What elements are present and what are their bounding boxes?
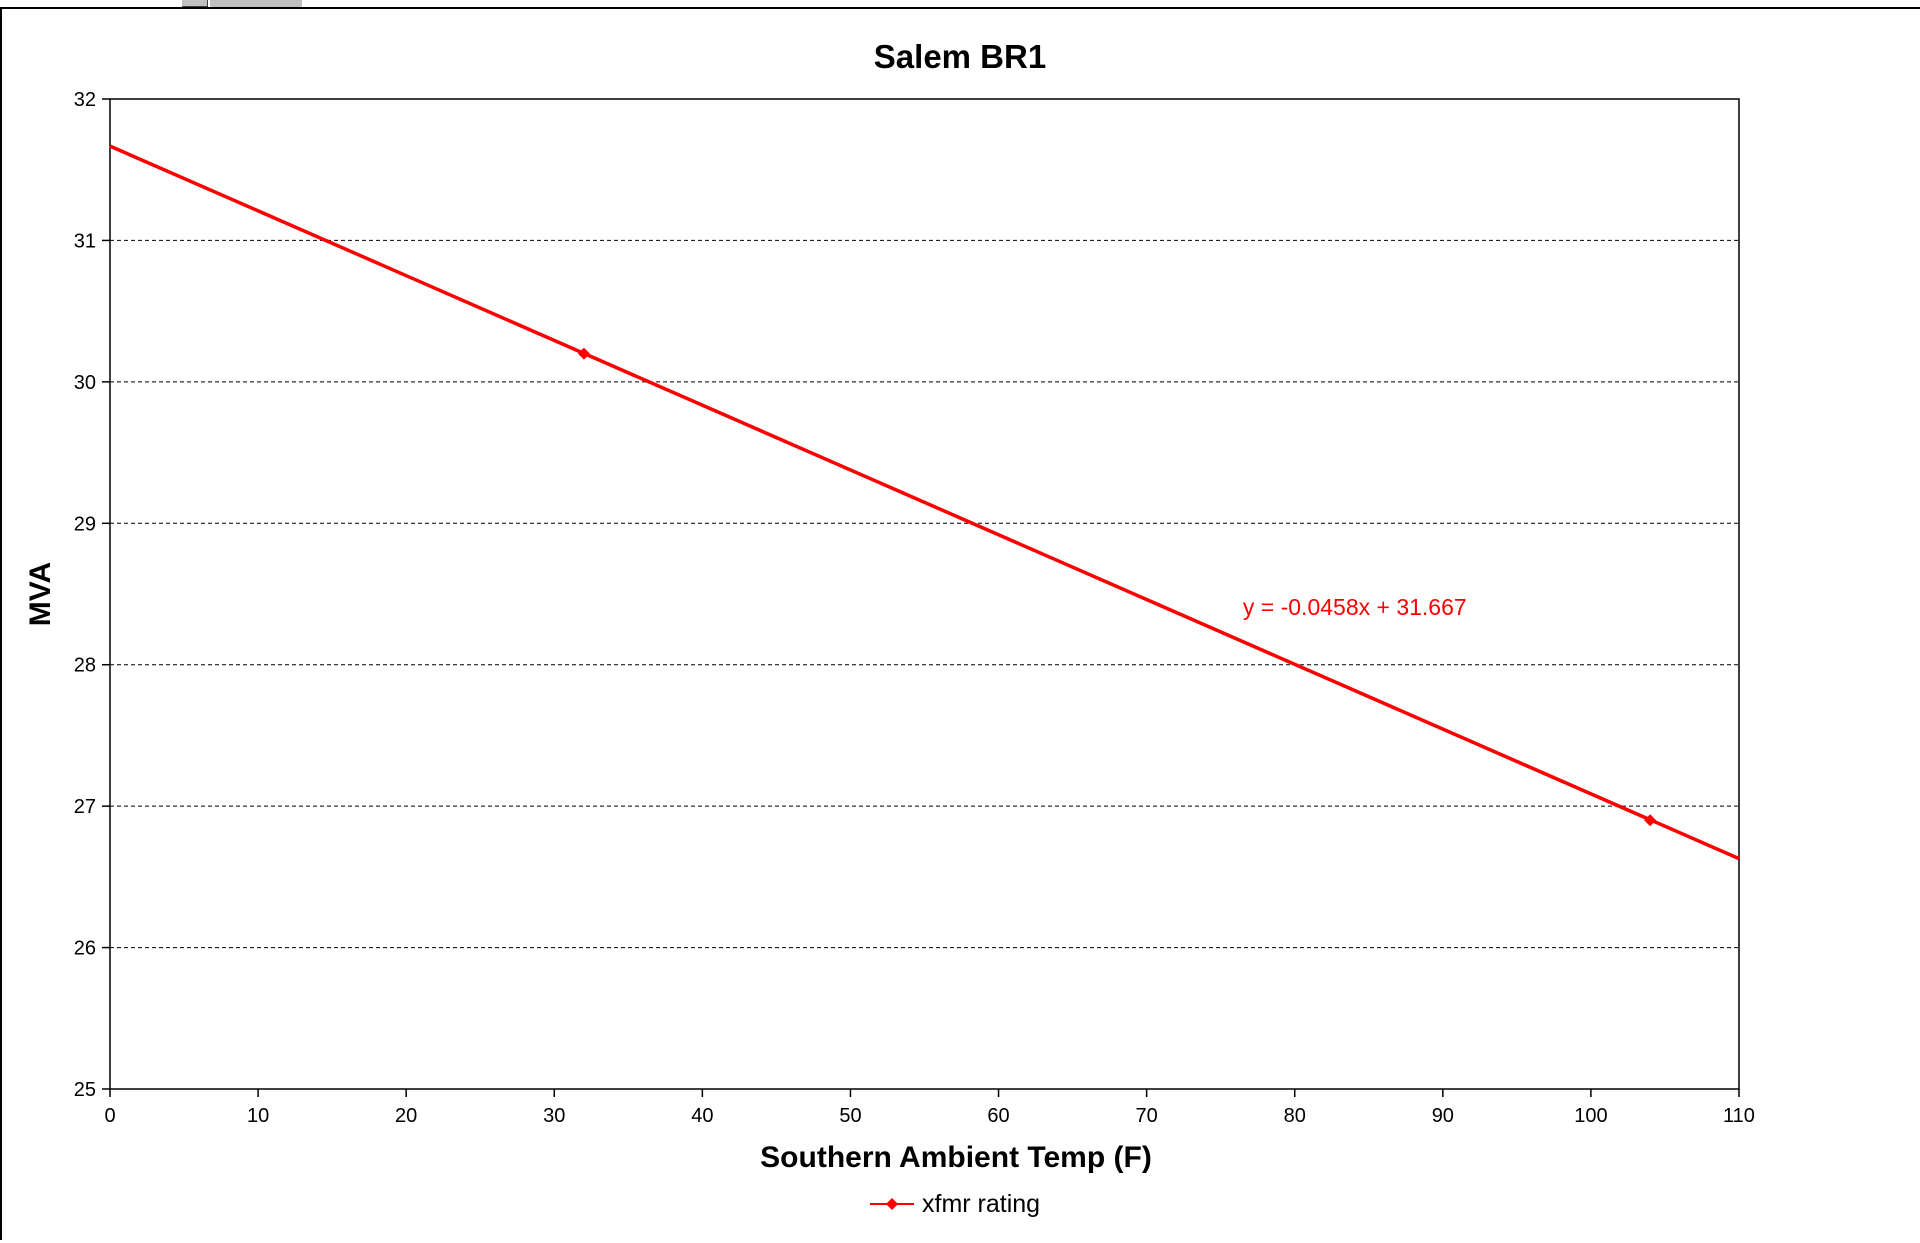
y-tick-label: 25 [74,1079,96,1101]
x-tick-label: 40 [691,1105,713,1127]
y-axis-ticks: 25 26 27 28 29 30 31 32 [74,89,110,1101]
grid-lines [110,239,1739,949]
x-tick-label: 50 [839,1105,861,1127]
legend-label: xfmr rating [922,1190,1040,1218]
data-point [577,347,590,360]
x-tick-label: 90 [1432,1105,1454,1127]
line-chart: Salem BR1 25 26 27 28 29 30 31 32 0 10 20 30 40 50 60… [24,38,1755,1218]
x-tick-label: 30 [543,1105,565,1127]
trendline-equation: y = -0.0458x + 31.667 [1243,594,1467,620]
x-tick-label: 100 [1574,1105,1607,1127]
y-tick-label: 31 [74,230,96,252]
sheet-top-strip [0,0,1920,7]
legend: xfmr rating [870,1190,1040,1218]
legend-diamond-marker [886,1198,898,1210]
data-point [1644,814,1657,827]
x-tick-label: 10 [247,1105,269,1127]
x-tick-label: 70 [1136,1105,1158,1127]
chart-title: Salem BR1 [874,38,1046,75]
x-axis-ticks: 0 10 20 30 40 50 60 70 80 90 100 110 [104,1089,1755,1127]
y-tick-label: 29 [74,513,96,535]
scroll-button[interactable] [182,0,208,7]
chart-area[interactable]: Salem BR1 25 26 27 28 29 30 31 32 0 10 20 30 40 50 60… [0,7,1920,1240]
sheet-tab-area [210,0,302,7]
y-tick-label: 28 [74,655,96,677]
plot-area [109,98,1740,1090]
x-tick-label: 60 [987,1105,1009,1127]
x-tick-label: 80 [1284,1105,1306,1127]
y-tick-label: 30 [74,372,96,394]
x-tick-label: 0 [104,1105,115,1127]
series-points [577,347,1657,827]
y-tick-label: 32 [74,89,96,111]
y-tick-label: 26 [74,938,96,960]
x-axis-title: Southern Ambient Temp (F) [760,1141,1152,1174]
x-tick-label: 110 [1723,1105,1755,1127]
x-tick-label: 20 [395,1105,417,1127]
y-axis-title: MVA [24,562,57,626]
y-tick-label: 27 [74,796,96,818]
series-line [583,352,1651,822]
